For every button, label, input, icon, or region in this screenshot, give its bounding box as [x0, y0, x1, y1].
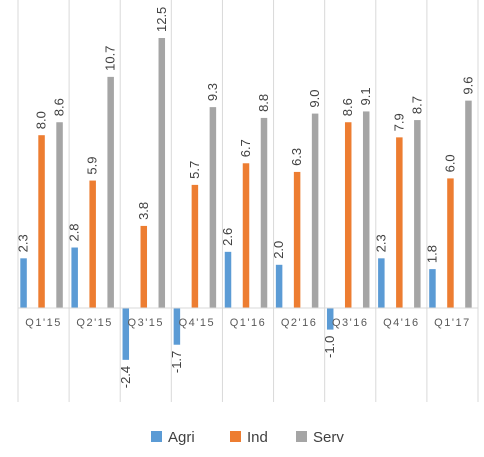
- data-label: 2.0: [271, 241, 286, 259]
- bar-serv: [107, 76, 114, 308]
- bar-ind: [344, 122, 352, 309]
- data-label: 8.6: [52, 98, 67, 116]
- bar-ind: [396, 137, 403, 308]
- legend: Agri Ind Serv: [151, 429, 344, 446]
- bar-agri: [173, 308, 181, 345]
- x-tick-label: Q1'17: [434, 317, 471, 329]
- legend-swatch-agri: [151, 431, 162, 442]
- data-label: 6.7: [238, 139, 253, 157]
- bar-agri: [122, 308, 130, 360]
- bar-serv: [362, 111, 370, 308]
- data-label: 3.8: [136, 202, 151, 220]
- data-label: 7.9: [391, 113, 406, 131]
- x-tick-label: Q3'15: [128, 317, 165, 329]
- data-label: 9.3: [205, 83, 220, 101]
- bar-serv: [158, 38, 166, 308]
- data-label: 8.7: [409, 96, 424, 114]
- x-tick-label: Q2'15: [76, 317, 113, 329]
- data-label: 2.3: [373, 234, 388, 252]
- bar-ind: [38, 135, 45, 308]
- bar-ind: [140, 225, 148, 308]
- bar-serv: [260, 117, 268, 308]
- bar-agri: [429, 269, 436, 308]
- legend-label-serv: Serv: [313, 429, 344, 446]
- legend-label-ind: Ind: [247, 429, 268, 446]
- data-label: 2.8: [67, 223, 82, 241]
- bar-ind: [293, 171, 301, 308]
- data-label: 8.0: [34, 111, 49, 129]
- data-label: 6.0: [442, 154, 457, 172]
- bar-ind: [191, 184, 199, 308]
- x-tick-label: Q1'15: [25, 317, 62, 329]
- x-axis: Q1'15 Q2'15 Q3'15 Q4'15 Q1'16 Q2'16 Q3'16 Q4'16…: [18, 307, 478, 329]
- bar-agri: [275, 264, 283, 308]
- x-tick-label: Q4'16: [383, 317, 420, 329]
- legend-swatch-serv: [296, 431, 307, 442]
- bar-agri: [71, 247, 78, 308]
- data-label: 1.8: [424, 245, 439, 263]
- bar-agri: [378, 258, 385, 308]
- bar-agri: [20, 258, 27, 308]
- data-label: 2.3: [16, 234, 31, 252]
- data-label: 5.9: [85, 156, 100, 174]
- x-tick-label: Q3'16: [332, 317, 369, 329]
- bars: [20, 38, 472, 360]
- bar-ind: [447, 178, 454, 308]
- data-label: 10.7: [103, 46, 118, 71]
- legend-label-agri: Agri: [168, 429, 195, 446]
- data-labels: 2.38.08.62.85.910.7-2.43.812.5-1.75.79.3…: [16, 7, 476, 389]
- bar-serv: [209, 107, 217, 309]
- bar-ind: [89, 180, 96, 308]
- data-label: -1.0: [322, 336, 337, 358]
- bar-serv: [465, 100, 472, 308]
- data-label: 9.0: [307, 90, 322, 108]
- data-label: 2.6: [220, 228, 235, 246]
- bar-agri: [224, 251, 232, 308]
- bar-serv: [414, 120, 421, 308]
- bar-ind: [242, 163, 250, 308]
- x-tick-label: Q1'16: [230, 317, 267, 329]
- x-tick-label: Q4'15: [179, 317, 216, 329]
- gridlines: [17, 0, 479, 402]
- data-label: -1.7: [169, 351, 184, 373]
- data-label: 12.5: [154, 7, 169, 32]
- bar-serv: [311, 113, 319, 308]
- data-label: 8.6: [340, 98, 355, 116]
- data-label: 9.6: [460, 77, 475, 95]
- legend-swatch-ind: [230, 431, 241, 442]
- data-label: 8.8: [256, 94, 271, 112]
- data-label: 5.7: [187, 161, 202, 179]
- x-tick-label: Q2'16: [281, 317, 318, 329]
- data-label: 9.1: [358, 87, 373, 105]
- bar-serv: [56, 122, 63, 309]
- data-label: 6.3: [289, 148, 304, 166]
- data-label: -2.4: [118, 366, 133, 388]
- bar-agri: [326, 308, 334, 330]
